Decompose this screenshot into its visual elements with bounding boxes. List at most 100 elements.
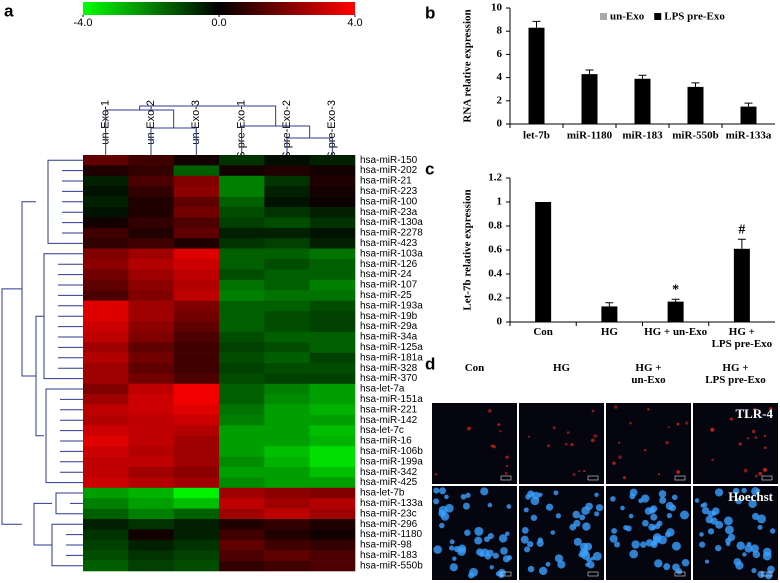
heatmap-cell: [219, 435, 265, 447]
heatmap-cell: [128, 217, 174, 229]
cell: [724, 525, 734, 535]
heatmap-cell: [83, 508, 129, 520]
cell: [631, 540, 640, 549]
row-label: hsa-let-7c: [360, 425, 404, 436]
cell: [525, 493, 531, 500]
heatmap-cell: [264, 259, 310, 270]
heatmap-cell: [128, 477, 174, 489]
row-label: hsa-miR-370: [360, 373, 418, 384]
cell: [504, 531, 510, 537]
heatmap-cell: [219, 373, 265, 385]
column-label: un-Exo-3: [190, 100, 202, 145]
cell: [433, 498, 440, 505]
cell: [654, 523, 661, 530]
dendrogram-link: [55, 492, 70, 515]
x-tick-label: HG + un-Exo: [644, 326, 708, 338]
heatmap-cell: [128, 259, 174, 270]
dendrogram-link: [45, 388, 60, 484]
dendrogram-link: [47, 159, 62, 244]
heatmap-cell: [173, 331, 220, 343]
row-label: hsa-miR-296: [360, 519, 418, 530]
heatmap-cell: [219, 238, 265, 249]
y-tick-label: 0.6: [488, 244, 502, 256]
cell: [479, 552, 484, 557]
heatmap-cell: [128, 300, 174, 312]
heatmap-cell: [128, 404, 174, 416]
cell: [474, 536, 483, 545]
heatmap-cell: [309, 498, 356, 509]
heatmap-cell: [128, 238, 174, 249]
cell: [750, 544, 759, 553]
heatmap-cell: [83, 279, 129, 291]
heatmap-cell: [219, 259, 265, 270]
cell: [590, 556, 595, 561]
cell: [742, 552, 747, 557]
heatmap-cell: [83, 550, 129, 561]
heatmap-cell: [83, 311, 129, 322]
cell: [579, 514, 586, 521]
heatmap-cell: [173, 238, 220, 249]
heatmap-cell: [219, 342, 265, 353]
heatmap-cell: [309, 446, 356, 457]
row-label: hsa-miR-423: [360, 238, 418, 249]
row-label: hsa-miR-133a: [360, 498, 423, 509]
cell: [583, 469, 586, 473]
heatmap-cell: [309, 175, 356, 187]
cell: [763, 446, 767, 450]
heatmap-cell: [219, 425, 265, 437]
heatmap-cell: [264, 269, 310, 281]
heatmap-cell: [264, 487, 310, 499]
heatmap-cell: [219, 290, 265, 301]
cell: [710, 517, 718, 525]
cell: [465, 492, 471, 498]
x-tick-label: let-7b: [523, 130, 550, 142]
heatmap-cell: [128, 352, 174, 364]
panel-label: b: [425, 3, 435, 22]
heatmap-cell: [309, 342, 356, 353]
heatmap-cell: [128, 539, 174, 551]
error-bar: [605, 302, 614, 307]
cell: [550, 530, 556, 535]
heatmap-cell: [83, 155, 129, 166]
scale-bar: [674, 571, 686, 577]
heatmap-cell: [264, 404, 310, 416]
heatmap-cell: [128, 175, 174, 187]
cell: [467, 426, 471, 431]
heatmap-cell: [128, 321, 174, 333]
cell: [611, 528, 618, 534]
heatmap-cell: [309, 227, 356, 239]
cell: [464, 529, 471, 536]
heatmap-cell: [173, 529, 220, 541]
cell: [480, 487, 489, 496]
cell: [506, 504, 512, 509]
scale-bar: [761, 475, 773, 481]
significance-marker: #: [738, 222, 745, 237]
y-tick-label: 1.2: [488, 172, 502, 184]
y-axis-label: RNA relative expression: [462, 9, 474, 122]
cell: [665, 501, 674, 510]
heatmap-cell: [83, 467, 129, 478]
row-label: hsa-let-7a: [360, 384, 405, 395]
row-label: Hoechst: [728, 489, 773, 504]
heatmap-cell: [83, 238, 129, 249]
cell: [647, 408, 650, 411]
cell: [676, 470, 680, 474]
cell: [530, 492, 535, 497]
heatmap-cell: [83, 383, 129, 395]
heatmap-cell: [309, 487, 356, 499]
cell: [675, 568, 683, 575]
cell: [618, 455, 622, 460]
row-label: hsa-miR-24: [360, 269, 412, 280]
row-label: hsa-miR-19b: [360, 311, 418, 322]
heatmap-cell: [173, 248, 220, 260]
heatmap-cell: [309, 352, 356, 364]
cell: [449, 563, 458, 572]
heatmap-cell: [264, 342, 310, 353]
y-tick-label: 4: [497, 71, 503, 83]
cell: [658, 490, 667, 498]
micrograph: [432, 486, 517, 580]
dendrogram: [1, 105, 333, 567]
heatmap-cell: [309, 248, 356, 260]
